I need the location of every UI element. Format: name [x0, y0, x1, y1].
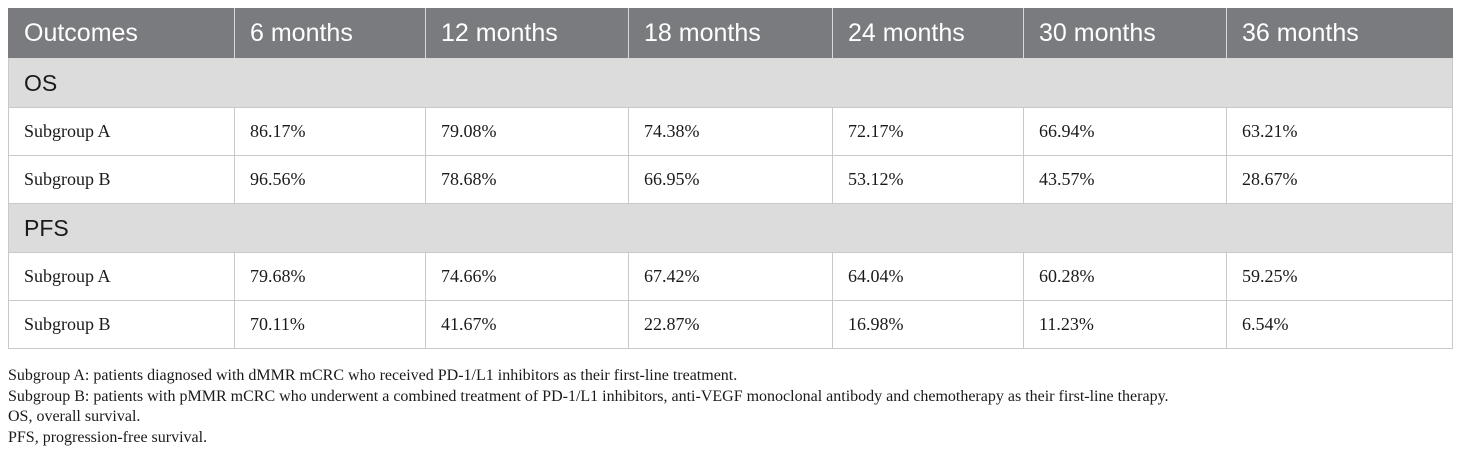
footnote-subgroup-a: Subgroup A: patients diagnosed with dMMR…	[8, 367, 738, 384]
table-cell: 41.67%	[425, 300, 629, 349]
table-cell: 67.42%	[628, 252, 833, 301]
table-cell: 66.94%	[1023, 107, 1227, 156]
table-row: Subgroup A 86.17% 79.08% 74.38% 72.17% 6…	[8, 107, 1453, 156]
table-cell: 43.57%	[1023, 155, 1227, 204]
table-cell: 63.21%	[1226, 107, 1453, 156]
table-footnotes: Subgroup A: patients diagnosed with dMMR…	[8, 366, 1452, 448]
table-row: Subgroup B 96.56% 78.68% 66.95% 53.12% 4…	[8, 155, 1453, 204]
footnote-pfs: PFS, progression-free survival.	[8, 428, 208, 446]
header-12-months: 12 months	[425, 8, 629, 59]
section-row-os: OS	[8, 58, 1453, 108]
table-cell: 16.98%	[832, 300, 1024, 349]
table-cell: 53.12%	[832, 155, 1024, 204]
table-cell: 96.56%	[234, 155, 426, 204]
row-label: Subgroup B	[8, 155, 235, 204]
table-row: Subgroup B 70.11% 41.67% 22.87% 16.98% 1…	[8, 300, 1453, 349]
survival-table-container: Outcomes 6 months 12 months 18 months 24…	[8, 8, 1453, 349]
section-title-os: OS	[8, 58, 1453, 108]
table-cell: 70.11%	[234, 300, 426, 349]
table-cell: 79.08%	[425, 107, 629, 156]
header-18-months: 18 months	[628, 8, 833, 59]
table-cell: 66.95%	[628, 155, 833, 204]
row-label: Subgroup B	[8, 300, 235, 349]
survival-table: Outcomes 6 months 12 months 18 months 24…	[8, 8, 1453, 349]
footnote-os: OS, overall survival.	[8, 408, 141, 425]
table-cell: 72.17%	[832, 107, 1024, 156]
header-6-months: 6 months	[234, 8, 426, 59]
table-cell: 79.68%	[234, 252, 426, 301]
table-cell: 78.68%	[425, 155, 629, 204]
table-cell: 74.38%	[628, 107, 833, 156]
table-cell: 60.28%	[1023, 252, 1227, 301]
table-cell: 11.23%	[1023, 300, 1227, 349]
footnote-subgroup-b: Subgroup B: patients with pMMR mCRC who …	[8, 387, 1169, 405]
table-cell: 28.67%	[1226, 155, 1453, 204]
table-cell: 6.54%	[1226, 300, 1453, 349]
table-cell: 22.87%	[628, 300, 833, 349]
table-cell: 59.25%	[1226, 252, 1453, 301]
table-row: Subgroup A 79.68% 74.66% 67.42% 64.04% 6…	[8, 252, 1453, 301]
table-cell: 64.04%	[832, 252, 1024, 301]
row-label: Subgroup A	[8, 107, 235, 156]
section-title-pfs: PFS	[8, 203, 1453, 253]
section-row-pfs: PFS	[8, 203, 1453, 253]
header-24-months: 24 months	[832, 8, 1024, 59]
row-label: Subgroup A	[8, 252, 235, 301]
header-30-months: 30 months	[1023, 8, 1227, 59]
table-cell: 86.17%	[234, 107, 426, 156]
header-outcomes: Outcomes	[8, 8, 235, 59]
header-36-months: 36 months	[1226, 8, 1453, 59]
table-cell: 74.66%	[425, 252, 629, 301]
header-row: Outcomes 6 months 12 months 18 months 24…	[8, 8, 1453, 59]
